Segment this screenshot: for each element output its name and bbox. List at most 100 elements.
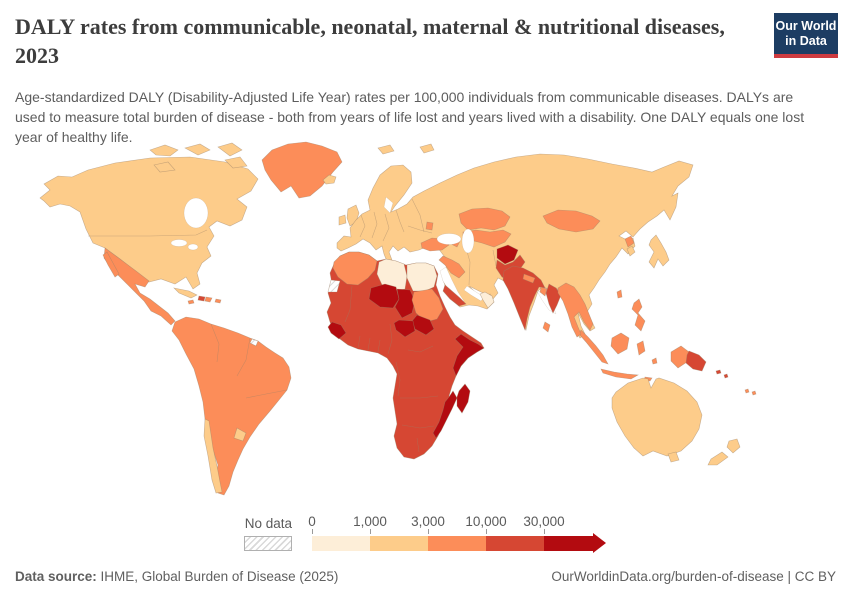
region-tasmania[interactable]: [667, 451, 680, 463]
country-vanuatu[interactable]: [723, 373, 729, 379]
region-canadian-arctic-islands[interactable]: [224, 156, 248, 169]
region-mexico-central-america[interactable]: [103, 247, 176, 326]
country-indonesia-sumatra[interactable]: [578, 329, 609, 365]
country-new-zealand-north[interactable]: [726, 438, 741, 454]
country-myanmar[interactable]: [545, 283, 562, 314]
country-madagascar[interactable]: [456, 383, 471, 414]
country-papua-new-guinea[interactable]: [685, 350, 707, 372]
great-lakes: [170, 239, 188, 247]
border-africa: [407, 345, 434, 353]
country-taiwan[interactable]: [616, 289, 623, 299]
country-indonesia-sulawesi[interactable]: [636, 340, 646, 356]
owid-logo-line1: Our World: [775, 19, 837, 33]
country-usa-canada[interactable]: [39, 156, 259, 290]
border-south-america: [236, 337, 251, 377]
border-europe: [371, 211, 378, 239]
country-fiji[interactable]: [744, 388, 750, 394]
region-canadian-arctic-islands[interactable]: [149, 144, 179, 157]
country-haiti[interactable]: [197, 295, 206, 302]
data-source: Data source: IHME, Global Burden of Dise…: [15, 569, 338, 584]
country-kazakhstan[interactable]: [458, 207, 511, 231]
country-mozambique[interactable]: [432, 390, 458, 439]
country-sudan[interactable]: [411, 288, 444, 323]
region-arctic-islands-ru[interactable]: [419, 143, 435, 154]
legend-tickmark: [312, 529, 313, 534]
region-south-america[interactable]: [171, 316, 292, 496]
legend-tick-4: 30,000: [523, 514, 565, 529]
country-moldova[interactable]: [425, 221, 434, 231]
country-indonesia-papua[interactable]: [670, 345, 690, 369]
country-australia[interactable]: [611, 377, 703, 457]
country-dominican-republic[interactable]: [204, 296, 213, 303]
legend-tickmark: [370, 529, 371, 534]
region-western-sahara[interactable]: [327, 279, 341, 293]
country-sri-lanka[interactable]: [542, 321, 551, 333]
country-north-korea[interactable]: [624, 235, 635, 248]
country-guinea[interactable]: [327, 321, 347, 340]
country-indonesia-java[interactable]: [600, 368, 639, 380]
legend-band-1[interactable]: [370, 536, 428, 551]
owid-logo[interactable]: Our World in Data: [774, 13, 838, 58]
page-title: DALY rates from communicable, neonatal, …: [15, 14, 725, 69]
country-somalia[interactable]: [452, 333, 485, 377]
country-afghanistan[interactable]: [496, 244, 519, 265]
region-iraq-syria[interactable]: [438, 255, 466, 279]
legend-no-data-swatch[interactable]: [244, 536, 292, 551]
footer-credit-link[interactable]: OurWorldinData.org/burden-of-disease | C…: [551, 569, 836, 584]
region-french-guiana[interactable]: [249, 338, 259, 347]
country-fiji[interactable]: [751, 390, 757, 396]
border-africa: [357, 335, 361, 349]
country-iceland[interactable]: [322, 174, 337, 185]
border-europe: [359, 214, 366, 238]
country-yemen[interactable]: [442, 284, 467, 307]
country-jamaica[interactable]: [187, 299, 195, 305]
region-eurasia[interactable]: [336, 153, 694, 339]
legend-tickmark: [486, 529, 487, 534]
country-niger[interactable]: [368, 283, 400, 309]
region-southeast-asia[interactable]: [557, 282, 594, 338]
country-nepal[interactable]: [522, 273, 536, 284]
country-south-korea[interactable]: [626, 245, 636, 257]
region-canadian-arctic-islands[interactable]: [184, 143, 211, 156]
country-indonesia-borneo[interactable]: [610, 332, 630, 355]
country-uruguay[interactable]: [233, 427, 247, 442]
region-maghreb[interactable]: [332, 251, 378, 286]
region-baja-california[interactable]: [102, 251, 120, 278]
country-new-zealand-south[interactable]: [707, 451, 729, 466]
persian-gulf: [463, 285, 485, 302]
border-europe: [382, 213, 390, 242]
country-solomon-islands[interactable]: [715, 369, 722, 375]
country-japan[interactable]: [648, 234, 670, 269]
region-canadian-arctic-islands[interactable]: [217, 142, 243, 157]
legend-color-scale[interactable]: [312, 536, 593, 551]
country-ireland[interactable]: [338, 214, 347, 226]
country-egypt[interactable]: [406, 262, 438, 292]
country-bangladesh[interactable]: [539, 286, 548, 297]
country-chile[interactable]: [203, 418, 223, 494]
border-south-america: [245, 389, 288, 399]
country-cuba[interactable]: [173, 287, 198, 299]
legend-band-4[interactable]: [544, 536, 593, 551]
country-philippines[interactable]: [631, 298, 646, 332]
country-india[interactable]: [502, 265, 546, 332]
legend-no-data-label: No data: [244, 516, 292, 531]
country-puerto-rico[interactable]: [214, 298, 222, 304]
country-libya[interactable]: [376, 258, 408, 292]
legend-band-3[interactable]: [486, 536, 544, 551]
region-canadian-arctic-islands[interactable]: [153, 161, 176, 173]
region-svalbard[interactable]: [377, 144, 395, 155]
legend-band-0[interactable]: [312, 536, 370, 551]
black-sea: [436, 233, 462, 245]
legend-tickmark: [428, 529, 429, 534]
hudson-bay: [183, 197, 209, 229]
country-greenland[interactable]: [261, 141, 343, 199]
country-indonesia-moluccas[interactable]: [651, 357, 658, 365]
country-central-african-republic[interactable]: [393, 319, 416, 338]
border-russia-europe: [411, 198, 425, 233]
legend-band-2[interactable]: [428, 536, 486, 551]
country-mongolia[interactable]: [542, 209, 601, 233]
legend-tick-0: 0: [308, 514, 316, 529]
country-oman[interactable]: [479, 291, 495, 309]
country-chad[interactable]: [394, 288, 416, 319]
